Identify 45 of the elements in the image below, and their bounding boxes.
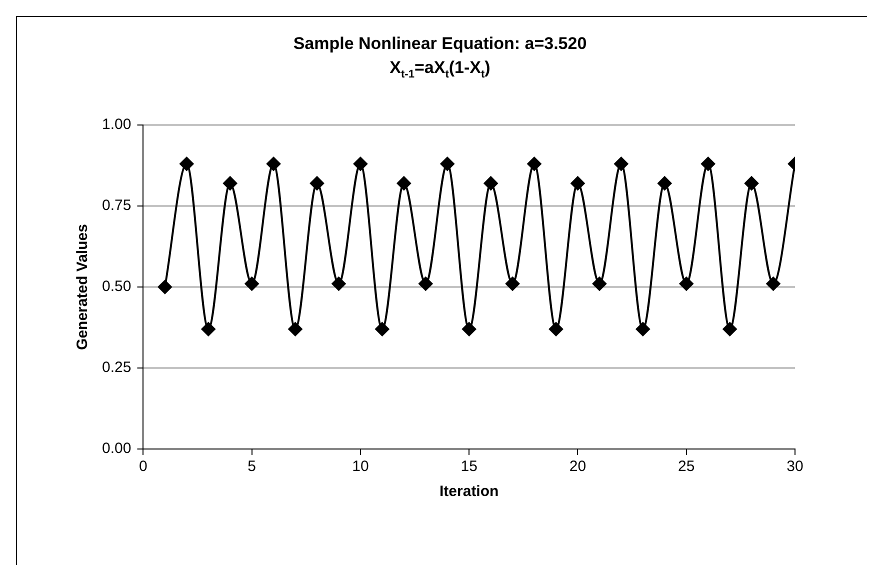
y-tick-label: 0.75 <box>102 197 132 214</box>
point <box>549 322 564 336</box>
x-tick-label: 5 <box>248 458 256 476</box>
point <box>614 156 628 171</box>
point <box>527 156 542 171</box>
point <box>201 322 216 336</box>
point <box>744 176 759 190</box>
chart-subtitle: X$_{t-1}$=aX$_{t}$(1-X$_{t}$) <box>388 57 492 82</box>
point <box>375 322 390 336</box>
point <box>180 156 194 171</box>
point <box>592 276 606 291</box>
point <box>658 176 672 190</box>
point <box>722 322 737 336</box>
x-tick-label: 20 <box>569 458 586 476</box>
point <box>266 156 281 171</box>
chart-title: Sample Nonlinear Equation: a=3.520 <box>292 33 588 55</box>
point <box>679 276 694 291</box>
y-tick-label: 0.25 <box>102 359 132 376</box>
point <box>223 176 238 190</box>
point <box>570 176 585 190</box>
point <box>244 276 259 291</box>
point <box>332 276 346 291</box>
point <box>462 322 476 336</box>
point <box>766 276 780 291</box>
y-tick-label: 0.00 <box>102 440 132 458</box>
point <box>506 276 520 291</box>
x-tick-label: 0 <box>139 458 148 476</box>
y-tick-label: 1.00 <box>102 116 132 134</box>
point <box>310 176 324 190</box>
y-axis-title: Generated Values <box>74 224 92 350</box>
x-tick-label: 30 <box>786 458 804 476</box>
x-tick-label: 15 <box>460 458 478 476</box>
point <box>418 276 433 291</box>
point <box>158 280 172 294</box>
point <box>440 156 454 171</box>
point <box>484 176 498 190</box>
point <box>288 322 302 336</box>
point <box>701 156 716 171</box>
x-tick-label: 25 <box>678 458 695 476</box>
point <box>636 322 650 336</box>
point <box>353 156 368 171</box>
y-tick-label: 0.50 <box>102 278 132 296</box>
x-axis-title: Iteration <box>440 483 499 500</box>
x-tick-label: 10 <box>352 458 369 476</box>
point <box>396 176 411 190</box>
